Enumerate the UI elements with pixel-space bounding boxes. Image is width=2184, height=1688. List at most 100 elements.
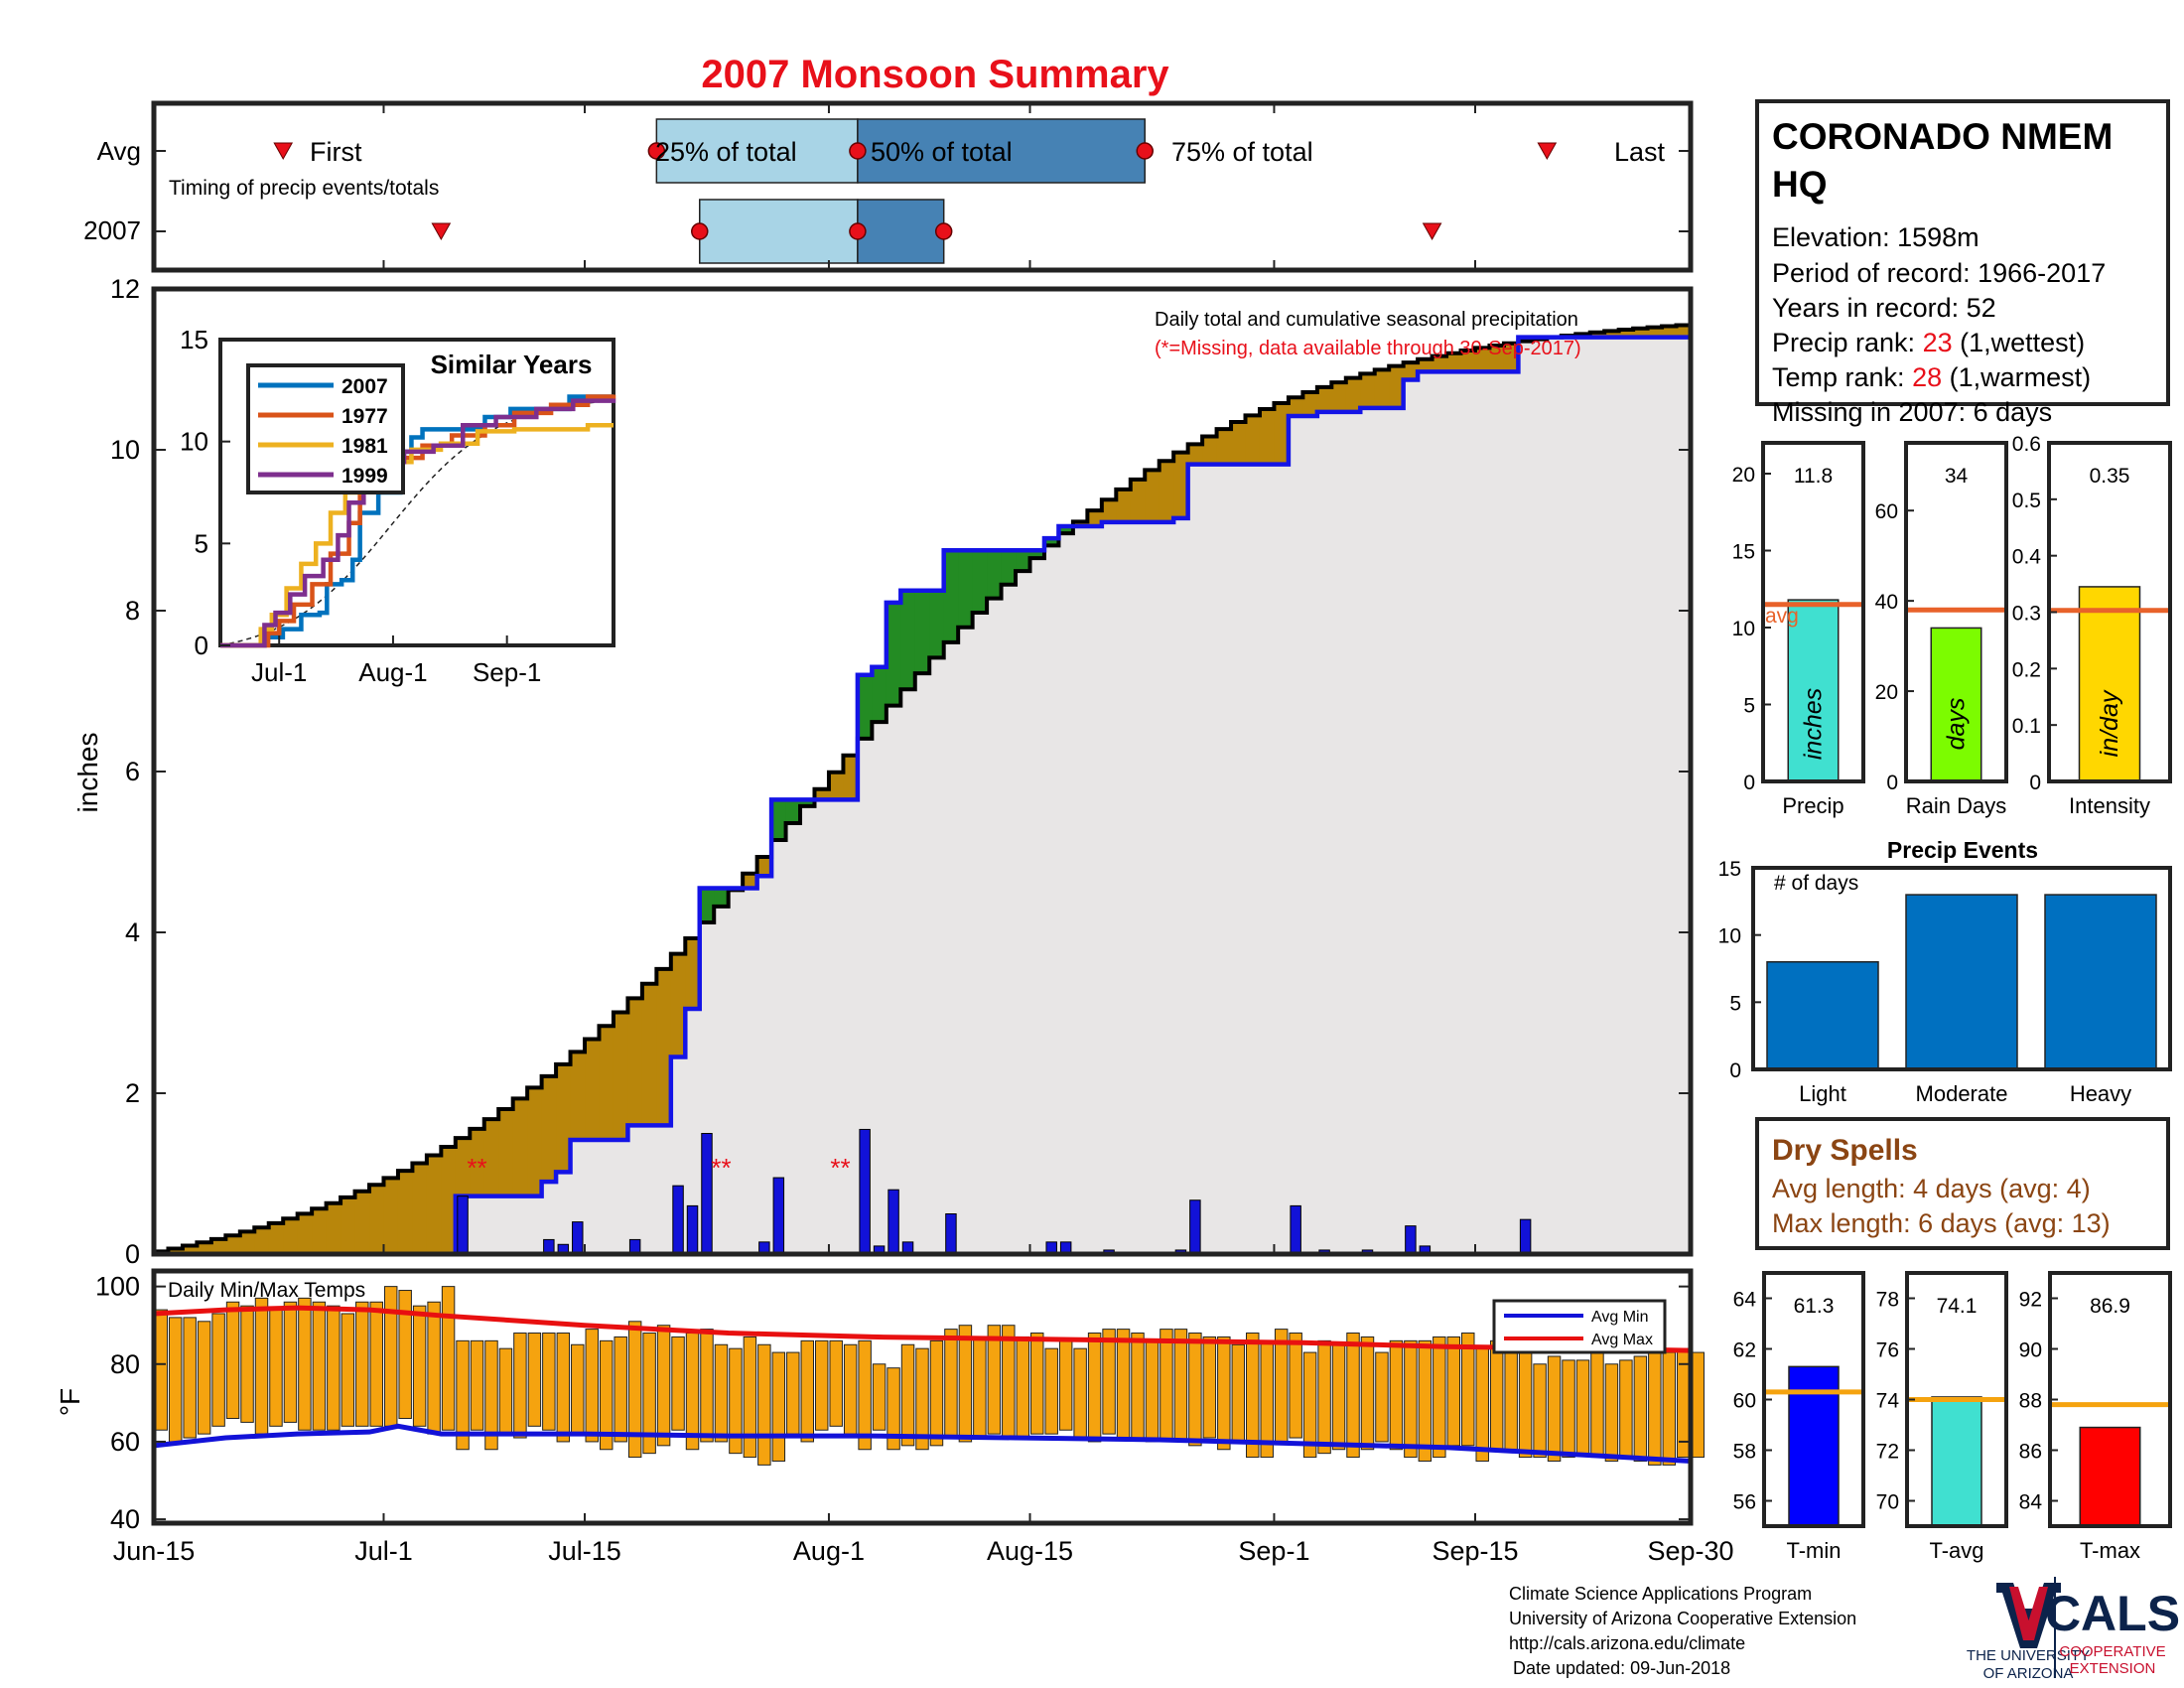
precip-summary-2-ytick-label: 0 — [2029, 772, 2041, 794]
below-avg-area-step — [210, 1238, 226, 1254]
daily-precip-bar — [1405, 1225, 1417, 1255]
avg-area-step — [1159, 521, 1174, 1254]
footer-line4: Date updated: 09-Jun-2018 — [1513, 1658, 1730, 1678]
daily-temp-bar — [369, 1301, 383, 1427]
daily-precip-bar — [859, 1128, 871, 1255]
avg-area-step — [914, 673, 930, 1254]
avg-area-step — [1087, 525, 1103, 1254]
temp-rank-value: 28 — [1912, 362, 1942, 392]
inset-ytick-label: 10 — [180, 427, 208, 457]
daily-temp-bar — [1274, 1329, 1289, 1443]
avg-area-step — [1216, 464, 1232, 1255]
below-avg-area-step — [843, 755, 859, 800]
precip-summary-0-ytick-label: 15 — [1732, 541, 1755, 564]
timing-panel: Avg 2007 Timing of precip events/totals Fir… — [83, 100, 1694, 273]
daily-temp-bar — [498, 1347, 513, 1435]
timing-last-label: Last — [1614, 137, 1666, 167]
below-avg-area-step — [1647, 327, 1663, 338]
dry-spells-max: Max length: 6 days (avg: 13) — [1772, 1208, 2111, 1238]
main-ytick-label: 2 — [125, 1078, 140, 1108]
below-avg-area-step — [412, 1163, 428, 1254]
daily-temp-bar — [571, 1343, 585, 1435]
avg-area-step — [785, 822, 801, 1254]
below-avg-area-step — [670, 953, 686, 1057]
daily-temp-bar — [298, 1297, 312, 1431]
daily-temp-bar — [1302, 1351, 1317, 1459]
below-avg-area-step — [1231, 422, 1247, 465]
events-ytick-label: 15 — [1718, 858, 1741, 881]
daily-temp-bar — [1202, 1336, 1217, 1439]
inset-legend-label: 1999 — [341, 465, 388, 488]
temp-summary-0-ytick-label: 58 — [1733, 1441, 1756, 1464]
below-avg-area-step — [814, 788, 830, 800]
below-avg-area-step — [1589, 332, 1605, 338]
temp-xtick-label: Aug-1 — [793, 1536, 865, 1566]
avg-area-step — [1403, 379, 1419, 1254]
timing-first-label: First — [310, 137, 362, 167]
avg-area-step — [943, 641, 959, 1254]
daily-precip-bar — [887, 1189, 899, 1255]
daily-temp-bar — [1604, 1363, 1619, 1462]
below-avg-area-step — [641, 983, 657, 1126]
temp-legend-min-label: Avg Min — [1591, 1309, 1649, 1326]
below-avg-area-step — [268, 1222, 284, 1254]
daily-temp-bar — [327, 1305, 341, 1431]
below-avg-area-step — [239, 1231, 255, 1254]
timing-2007-25pct-marker — [691, 222, 709, 240]
events-category-label: Light — [1799, 1081, 1846, 1106]
daily-temp-bar — [1016, 1336, 1030, 1439]
daily-temp-bar — [398, 1290, 412, 1419]
temp-xtick-label: Sep-1 — [1238, 1536, 1309, 1566]
daily-temp-bar — [656, 1325, 671, 1447]
timing-2007-last-marker — [1422, 222, 1442, 241]
precip-summary-1-ytick-label: 60 — [1875, 500, 1898, 523]
daily-temp-bar — [599, 1339, 614, 1451]
below-avg-area-step — [1489, 345, 1505, 372]
avg-area-step — [987, 598, 1003, 1254]
events-ytick-label: 10 — [1718, 925, 1741, 948]
avg-area-step — [527, 1196, 543, 1254]
avg-area-step — [585, 1139, 601, 1254]
cumulative-precip-chart: ** ** ** 0 2 4 6 8 10 12 inches Daily total and cum… — [72, 274, 1694, 1269]
below-avg-area-step — [1288, 397, 1303, 416]
below-avg-area-step — [426, 1155, 442, 1254]
cals-logo-main: CALS — [2045, 1586, 2180, 1641]
timing-row-2007-label: 2007 — [83, 215, 141, 245]
avg-area-step — [1029, 558, 1045, 1254]
footer-line2: University of Arizona Cooperative Extens… — [1509, 1609, 1856, 1628]
below-avg-area-step — [1087, 510, 1103, 526]
main-ytick-label: 12 — [110, 274, 140, 304]
temp-ytick-label: 40 — [110, 1504, 140, 1534]
avg-area-step — [1460, 371, 1476, 1254]
avg-area-step — [1116, 521, 1132, 1254]
station-box-border — [1755, 99, 2170, 406]
daily-temp-bar — [240, 1305, 254, 1423]
daily-temp-bar — [412, 1305, 427, 1427]
temp-ytick-label: 100 — [95, 1272, 140, 1302]
below-avg-area-step — [1159, 461, 1174, 522]
station-info-box: CORONADO NMEM HQ Elevation: 1598m Period… — [1755, 99, 2170, 427]
avg-cumulative-line — [152, 323, 1691, 1254]
precip-summary-bars: 0 5 10 15 20 11.8 Precip inches avg 0 20 40 60 34 Rain… — [1732, 433, 2172, 818]
main-annotation-line1: Daily total and cumulative seasonal prec… — [1155, 309, 1578, 331]
main-ytick-label: 6 — [125, 757, 140, 786]
avg-area-step — [1647, 337, 1663, 1255]
below-avg-area-step — [1072, 521, 1088, 526]
events-frame — [1751, 866, 2172, 1071]
daily-temp-bar — [771, 1351, 786, 1462]
precip-summary-2-unit-label: in/day — [2096, 689, 2123, 757]
avg-area-step — [900, 689, 916, 1254]
temp-summary-0-ytick-label: 64 — [1733, 1289, 1757, 1312]
similar-years-inset: 0 5 10 15 Jul-1 Aug-1 Sep-1 2007 1977 1981 1999 Sim… — [180, 325, 616, 687]
avg-area-step — [1101, 521, 1117, 1254]
daily-temp-bar — [900, 1343, 915, 1447]
main-ytick-label: 0 — [125, 1239, 140, 1269]
timing-avg-50-75-box — [857, 118, 1146, 184]
daily-temp-bar — [556, 1333, 571, 1443]
temp-xtick-label: Jun-15 — [113, 1536, 196, 1566]
daily-temp-bar — [858, 1339, 872, 1451]
events-bar-light — [1766, 960, 1879, 1070]
daily-temp-bar — [1547, 1355, 1562, 1462]
daily-temp-bar — [1044, 1347, 1058, 1435]
avg-area-step — [1575, 337, 1591, 1255]
